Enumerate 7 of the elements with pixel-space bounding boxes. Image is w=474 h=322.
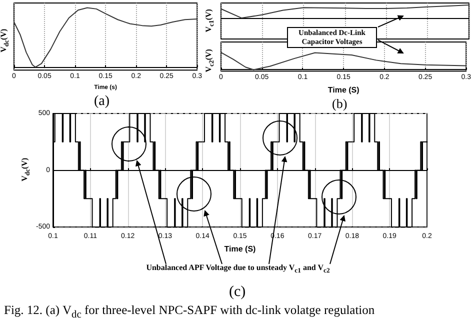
text: (a)	[94, 94, 110, 109]
text: (c)	[229, 284, 246, 300]
text: Unbalanced APF Voltage due to unsteady V$_{c1}$ and V$_{c2}$	[145, 263, 331, 276]
x-axis-title: Time (S)	[224, 244, 256, 254]
x-axis-title: Time (S)	[328, 86, 360, 94]
caption: Fig. 12. (a) V$_{dc}$ for three-level NPC-SAPF with dc-link volatge regulation	[4, 303, 375, 321]
text: (b)	[332, 96, 348, 111]
